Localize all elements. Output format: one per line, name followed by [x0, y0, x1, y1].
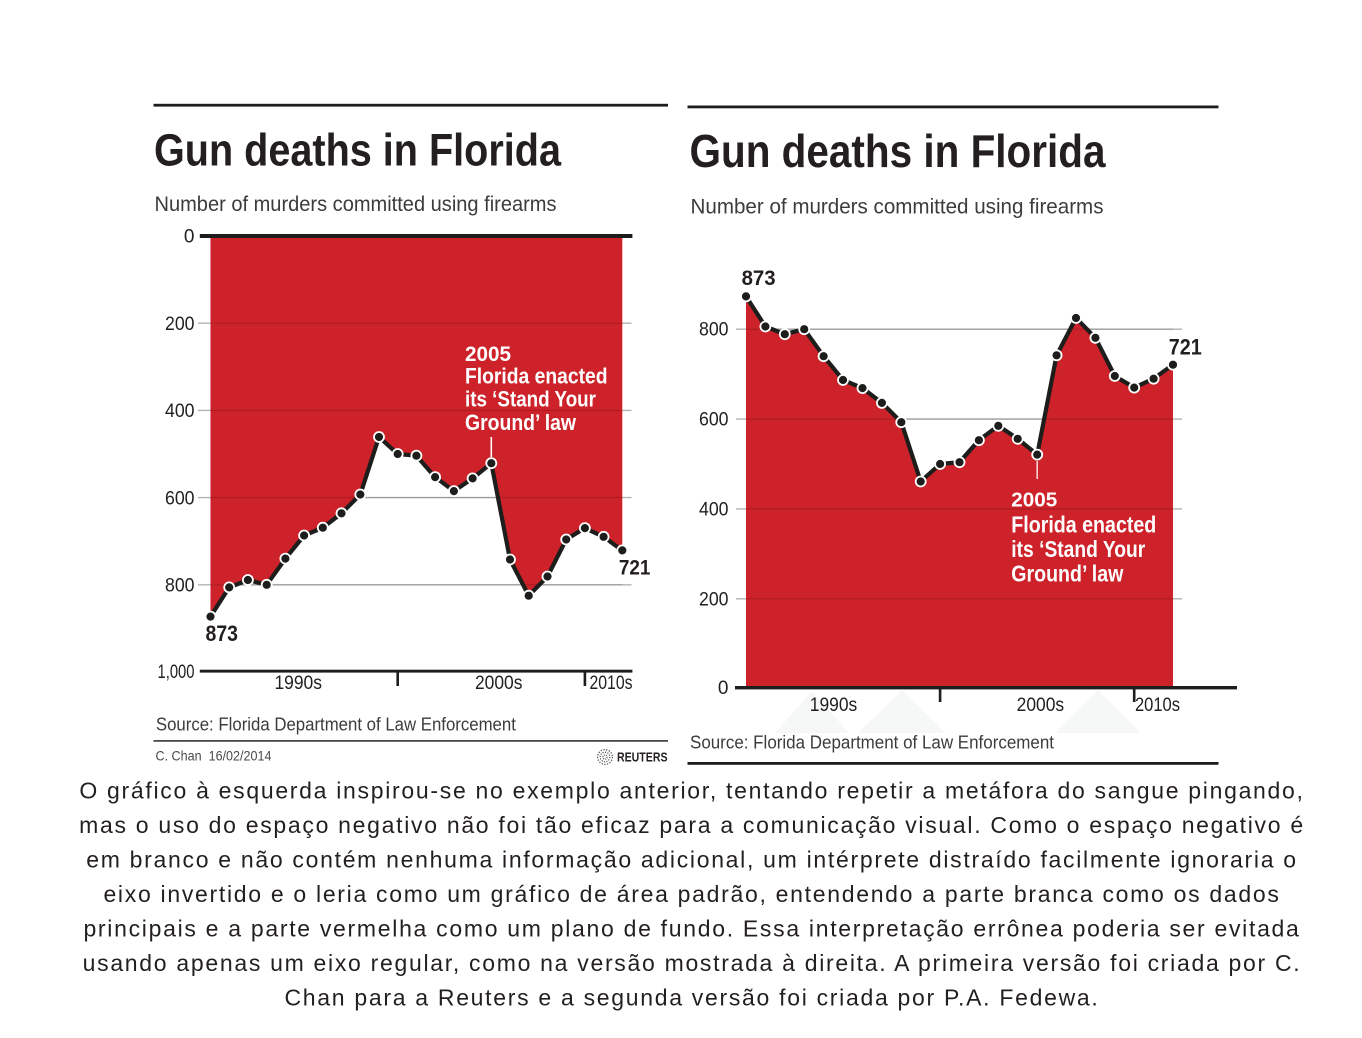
svg-text:Number of murders committed us: Number of murders committed using firear… [691, 196, 1104, 219]
svg-text:0: 0 [184, 227, 195, 248]
svg-text:Florida enacted: Florida enacted [1011, 512, 1156, 538]
svg-text:Gun deaths in Florida: Gun deaths in Florida [690, 125, 1106, 177]
svg-text:2000s: 2000s [475, 673, 523, 694]
svg-text:800: 800 [699, 320, 729, 341]
svg-text:600: 600 [699, 410, 729, 431]
svg-text:600: 600 [165, 488, 195, 509]
svg-text:1,000: 1,000 [158, 662, 195, 683]
svg-text:Source: Florida Department of: Source: Florida Department of Law Enforc… [156, 715, 516, 735]
svg-text:eixo invertido e o leria como: eixo invertido e o leria como um gráfico… [103, 881, 1280, 907]
svg-text:Florida enacted: Florida enacted [465, 364, 608, 389]
svg-text:721: 721 [619, 557, 651, 580]
svg-text:400: 400 [699, 499, 729, 520]
svg-text:principais e a parte vermelha: principais e a parte vermelha como um pl… [83, 916, 1300, 942]
svg-text:2010s: 2010s [1135, 695, 1180, 716]
svg-text:mas o uso do espaço negativo n: mas o uso do espaço negativo não foi tão… [79, 812, 1305, 838]
svg-text:Source: Florida Department of: Source: Florida Department of Law Enforc… [690, 733, 1054, 753]
svg-text:C. Chan 16/02/2014: C. Chan 16/02/2014 [156, 748, 272, 764]
svg-text:873: 873 [206, 621, 239, 646]
svg-text:its ‘Stand Your: its ‘Stand Your [1011, 536, 1145, 562]
svg-text:2005: 2005 [1011, 490, 1057, 512]
svg-text:800: 800 [165, 576, 195, 597]
svg-text:200: 200 [165, 314, 195, 335]
svg-text:721: 721 [1169, 335, 1202, 360]
svg-text:Ground’ law: Ground’ law [465, 410, 577, 435]
svg-text:O gráfico à esquerda inspirou-: O gráfico à esquerda inspirou-se no exem… [79, 778, 1304, 804]
svg-text:1990s: 1990s [810, 695, 858, 716]
svg-text:Ground’ law: Ground’ law [1011, 561, 1124, 587]
svg-text:2010s: 2010s [590, 673, 633, 694]
svg-text:0: 0 [718, 678, 729, 699]
svg-text:2005: 2005 [465, 343, 511, 366]
svg-text:400: 400 [165, 401, 195, 422]
svg-text:Gun deaths in Florida: Gun deaths in Florida [154, 125, 562, 176]
svg-text:usando apenas um eixo regular,: usando apenas um eixo regular, como na v… [83, 950, 1302, 976]
svg-text:200: 200 [699, 589, 729, 610]
svg-text:em branco e não contém nenhuma: em branco e não contém nenhuma informaçã… [86, 847, 1298, 873]
svg-text:REUTERS: REUTERS [617, 750, 668, 765]
svg-text:1990s: 1990s [274, 673, 322, 694]
svg-text:Chan para a Reuters e a segund: Chan para a Reuters e a segunda versão f… [285, 985, 1100, 1011]
svg-text:Number of murders committed us: Number of murders committed using firear… [155, 193, 557, 216]
svg-text:2000s: 2000s [1017, 695, 1065, 716]
svg-text:its ‘Stand Your: its ‘Stand Your [465, 387, 596, 412]
svg-text:873: 873 [742, 266, 776, 290]
